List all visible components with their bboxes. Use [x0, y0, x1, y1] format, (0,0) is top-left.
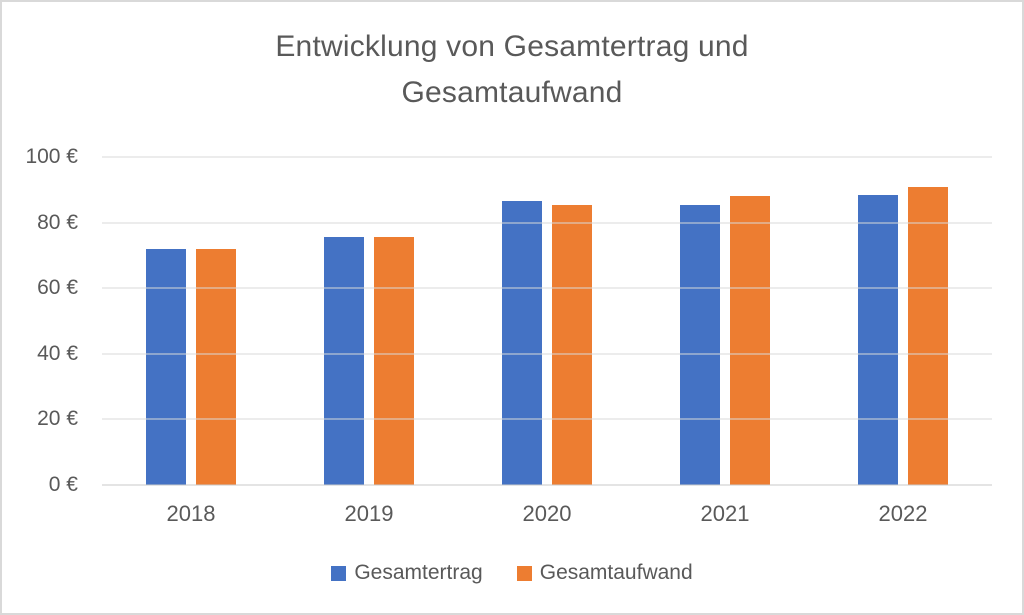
bar-group-2020	[458, 157, 636, 485]
bar-group-2018	[102, 157, 280, 485]
bar-gesamtaufwand-2019	[374, 237, 414, 485]
gridline-60	[102, 287, 992, 289]
gridline-80	[102, 222, 992, 224]
bar-group-2019	[280, 157, 458, 485]
y-tick-label-60: 60 €	[37, 276, 78, 300]
legend-swatch-gesamtertrag	[331, 565, 347, 581]
bars-layer	[102, 157, 992, 485]
bar-gesamtertrag-2018	[146, 248, 186, 485]
x-axis-line	[102, 484, 992, 486]
x-tick-label-2019: 2019	[344, 501, 394, 526]
y-tick-label-20: 20 €	[37, 407, 78, 431]
legend: Gesamtertrag Gesamtaufwand	[2, 561, 1022, 585]
bar-gesamtaufwand-2022	[908, 186, 948, 485]
chart-title-line-1: Entwicklung von Gesamtertrag und	[275, 30, 749, 63]
legend-label-gesamtertrag: Gesamtertrag	[354, 561, 483, 584]
y-axis: 0 € 20 € 40 € 60 € 80 € 100 €	[2, 145, 78, 496]
legend-swatch-gesamtaufwand	[516, 565, 532, 581]
x-axis: 2018 2019 2020 2021 2022	[102, 501, 992, 527]
x-tick-label-2018: 2018	[166, 501, 216, 526]
bar-gesamtertrag-2022	[858, 194, 898, 485]
bar-gesamtaufwand-2018	[196, 248, 236, 485]
y-tick-label-80: 80 €	[37, 210, 78, 234]
y-tick-label-0: 0 €	[48, 473, 78, 496]
y-tick-label-40: 40 €	[37, 341, 78, 365]
gridline-20	[102, 418, 992, 420]
chart-title-line-2: Gesamtaufwand	[401, 76, 623, 109]
bar-group-2021	[636, 157, 814, 485]
x-tick-label-2022: 2022	[878, 501, 928, 526]
x-tick-label-2021: 2021	[700, 501, 750, 526]
bar-gesamtertrag-2019	[324, 237, 364, 485]
bar-group-2022	[814, 157, 992, 485]
plot-area	[102, 156, 992, 486]
bar-gesamtertrag-2021	[680, 204, 720, 485]
bar-gesamtertrag-2020	[502, 201, 542, 485]
x-tick-label-2020: 2020	[522, 501, 572, 526]
bar-gesamtaufwand-2020	[552, 204, 592, 485]
y-tick-label-100: 100 €	[25, 145, 78, 168]
gridline-100	[102, 156, 992, 158]
legend-item-gesamtertrag: Gesamtertrag	[331, 561, 483, 585]
chart-title: Entwicklung von Gesamtertrag und Gesamta…	[2, 24, 1022, 116]
gridline-40	[102, 353, 992, 355]
legend-label-gesamtaufwand: Gesamtaufwand	[539, 561, 693, 584]
bar-gesamtaufwand-2021	[730, 196, 770, 485]
legend-item-gesamtaufwand: Gesamtaufwand	[516, 561, 693, 585]
